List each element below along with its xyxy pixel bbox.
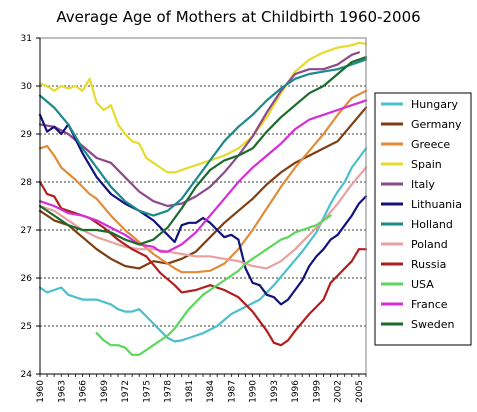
x-tick-label: 1996 bbox=[291, 380, 301, 403]
x-tick-label: 1981 bbox=[185, 380, 195, 403]
series-line-lithuania bbox=[38, 113, 368, 306]
series-line-sweden bbox=[38, 56, 368, 246]
legend-label-spain: Spain bbox=[411, 158, 442, 171]
y-tick-label: 24 bbox=[21, 370, 33, 380]
series-line-greece bbox=[38, 89, 368, 274]
x-tick-label: 1984 bbox=[206, 380, 216, 403]
x-tick-label: 1990 bbox=[249, 380, 259, 403]
y-tick-label: 28 bbox=[21, 178, 33, 188]
x-tick-label: 2005 bbox=[355, 380, 365, 403]
series-line-france bbox=[38, 99, 368, 253]
series-line-spain bbox=[38, 41, 368, 174]
y-tick-label: 25 bbox=[21, 322, 32, 332]
x-tick-label: 1966 bbox=[79, 380, 89, 403]
y-tick-label: 30 bbox=[21, 82, 33, 92]
legend-label-usa: USA bbox=[411, 278, 434, 291]
legend-label-france: France bbox=[411, 298, 448, 311]
x-tick-label: 2002 bbox=[334, 380, 344, 403]
x-tick-label: 1963 bbox=[57, 380, 67, 403]
series-line-germany bbox=[38, 106, 368, 270]
series-line-italy bbox=[38, 51, 360, 208]
y-tick-label: 31 bbox=[21, 34, 32, 44]
series-layer bbox=[38, 41, 368, 356]
series-line-holland bbox=[38, 58, 368, 217]
series-line-poland bbox=[38, 166, 368, 270]
legend-label-hungary: Hungary bbox=[411, 98, 458, 111]
x-tick-label: 1993 bbox=[270, 380, 280, 403]
y-tick-label: 26 bbox=[21, 274, 33, 284]
chart-title: Average Age of Mothers at Childbirth 196… bbox=[56, 8, 421, 26]
legend-label-lithuania: Lithuania bbox=[411, 198, 462, 211]
x-tick-label: 1972 bbox=[121, 380, 131, 403]
y-tick-label: 29 bbox=[21, 130, 33, 140]
x-tick-label: 1960 bbox=[36, 380, 46, 403]
legend-label-germany: Germany bbox=[411, 118, 462, 131]
series-line-usa bbox=[95, 214, 332, 356]
y-tick-label: 27 bbox=[21, 226, 32, 236]
series-line-hungary bbox=[38, 147, 368, 343]
x-tick-label: 1978 bbox=[164, 380, 174, 403]
legend-label-sweden: Sweden bbox=[411, 318, 454, 331]
legend-label-greece: Greece bbox=[411, 138, 450, 151]
legend-label-holland: Holland bbox=[411, 218, 453, 231]
legend-label-poland: Poland bbox=[411, 238, 448, 251]
series-line-russia bbox=[38, 180, 368, 347]
x-tick-label: 1975 bbox=[142, 380, 152, 403]
x-tick-label: 1969 bbox=[100, 380, 110, 403]
x-tick-label: 1987 bbox=[227, 380, 237, 403]
axis-layer: 24 25 26 27 28 29 30 31 1960 1963 1966 1969 1972 1975… bbox=[21, 34, 367, 403]
legend-label-italy: Italy bbox=[411, 178, 435, 191]
legend-layer: Hungary Germany Greece Spain Italy Lithuania H… bbox=[374, 92, 472, 346]
x-tick-label: 1999 bbox=[312, 380, 322, 403]
legend-label-russia: Russia bbox=[411, 258, 446, 271]
